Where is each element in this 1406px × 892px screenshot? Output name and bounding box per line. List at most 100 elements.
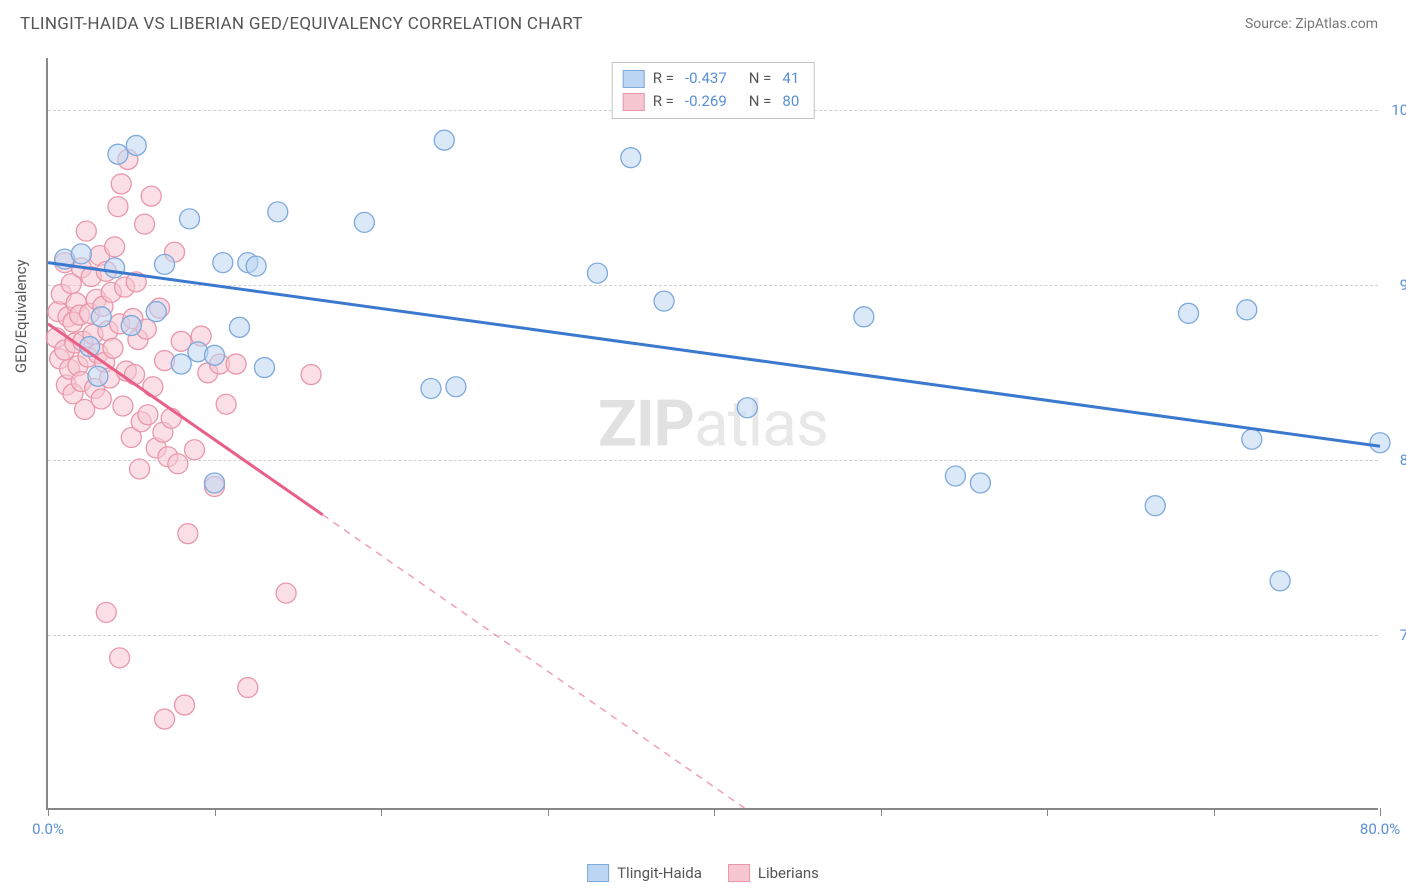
data-point	[126, 135, 146, 155]
data-point	[185, 440, 205, 460]
data-point	[737, 398, 757, 418]
data-point	[421, 379, 441, 399]
data-point	[238, 678, 258, 698]
data-point	[970, 473, 990, 493]
data-point	[1179, 303, 1199, 323]
correlation-legend: R =-0.437N =41R =-0.269N =80	[612, 62, 815, 119]
x-tick	[714, 808, 715, 816]
x-tick	[548, 808, 549, 816]
chart-title: TLINGIT-HAIDA VS LIBERIAN GED/EQUIVALENC…	[20, 14, 583, 34]
n-value: 80	[782, 90, 799, 113]
data-point	[146, 302, 166, 322]
data-point	[1242, 429, 1262, 449]
chart-plot-area: ZIPatlas 70.0%80.0%90.0%100.0% 0.0%80.0%…	[46, 58, 1378, 810]
y-tick-label: 80.0%	[1400, 451, 1406, 469]
data-point	[945, 466, 965, 486]
legend-label: Liberians	[758, 864, 819, 882]
data-point	[434, 130, 454, 150]
data-point	[155, 709, 175, 729]
x-tick	[881, 808, 882, 816]
trend-line-extrapolated	[323, 515, 748, 810]
data-point	[216, 394, 236, 414]
x-tick	[215, 808, 216, 816]
data-point	[268, 202, 288, 222]
data-point	[301, 365, 321, 385]
data-point	[76, 221, 96, 241]
x-tick	[1214, 808, 1215, 816]
data-point	[105, 237, 125, 257]
legend-swatch	[623, 93, 645, 111]
y-tick-label: 70.0%	[1400, 626, 1406, 644]
data-point	[587, 263, 607, 283]
y-axis-label: GED/Equivalency	[12, 259, 30, 373]
data-point	[178, 524, 198, 544]
trend-line	[48, 263, 1380, 447]
data-point	[121, 316, 141, 336]
legend-item: Tlingit-Haida	[587, 864, 702, 882]
r-label: R =	[653, 67, 674, 90]
data-point	[138, 405, 158, 425]
data-point	[246, 256, 266, 276]
data-point	[205, 345, 225, 365]
legend-row: R =-0.437N =41	[623, 67, 800, 90]
data-point	[168, 454, 188, 474]
n-label: N =	[749, 67, 772, 90]
data-point	[276, 583, 296, 603]
data-point	[110, 648, 130, 668]
data-point	[135, 214, 155, 234]
legend-swatch	[728, 864, 750, 882]
y-tick-label: 100.0%	[1391, 101, 1406, 119]
data-point	[171, 354, 191, 374]
data-point	[621, 148, 641, 168]
legend-label: Tlingit-Haida	[617, 864, 702, 882]
r-label: R =	[653, 90, 674, 113]
data-point	[654, 291, 674, 311]
x-tick	[48, 808, 49, 816]
data-point	[91, 389, 111, 409]
r-value: -0.269	[685, 90, 727, 113]
legend-item: Liberians	[728, 864, 819, 882]
data-point	[1370, 433, 1390, 453]
legend-swatch	[587, 864, 609, 882]
data-point	[180, 209, 200, 229]
source-label: Source: ZipAtlas.com	[1245, 16, 1378, 32]
legend-swatch	[623, 70, 645, 88]
data-point	[1145, 496, 1165, 516]
x-tick	[1047, 808, 1048, 816]
data-point	[113, 396, 133, 416]
data-point	[141, 186, 161, 206]
data-point	[229, 317, 249, 337]
data-point	[108, 144, 128, 164]
data-point	[130, 459, 150, 479]
data-point	[125, 365, 145, 385]
data-point	[71, 244, 91, 264]
scatter-svg	[48, 58, 1378, 808]
data-point	[88, 366, 108, 386]
series-legend: Tlingit-Haida Liberians	[587, 864, 819, 882]
x-tick	[1380, 808, 1381, 816]
data-point	[143, 377, 163, 397]
data-point	[254, 358, 274, 378]
data-point	[175, 695, 195, 715]
data-point	[1237, 300, 1257, 320]
data-point	[105, 258, 125, 278]
data-point	[446, 377, 466, 397]
data-point	[111, 174, 131, 194]
data-point	[108, 197, 128, 217]
x-tick-label: 80.0%	[1360, 820, 1400, 838]
y-tick-label: 90.0%	[1400, 276, 1406, 294]
data-point	[155, 254, 175, 274]
r-value: -0.437	[685, 67, 727, 90]
data-point	[226, 354, 246, 374]
data-point	[354, 212, 374, 232]
data-point	[213, 253, 233, 273]
data-point	[96, 602, 116, 622]
data-point	[854, 307, 874, 327]
data-point	[205, 473, 225, 493]
data-point	[1270, 571, 1290, 591]
n-label: N =	[749, 90, 772, 113]
trend-line	[48, 324, 323, 515]
data-point	[103, 338, 123, 358]
data-point	[91, 307, 111, 327]
x-tick-label: 0.0%	[32, 820, 64, 838]
